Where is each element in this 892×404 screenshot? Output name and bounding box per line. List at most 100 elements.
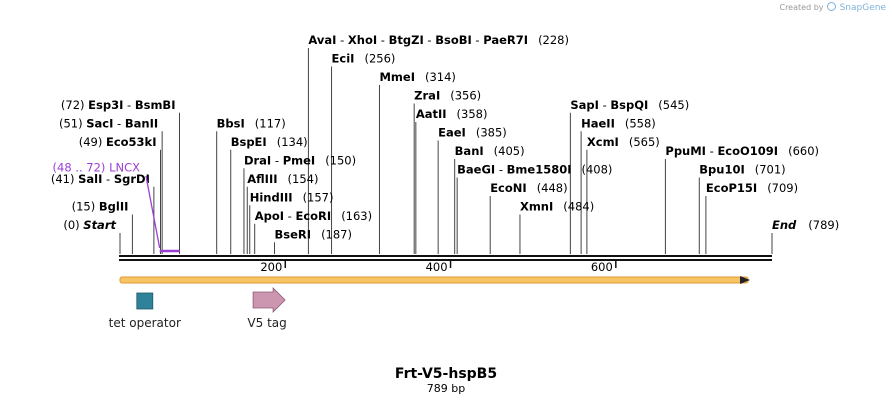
site-name-part: BaeGI <box>457 163 495 177</box>
snapgene-logo-icon <box>827 2 837 11</box>
site-name-part: BanII <box>125 116 158 130</box>
site-position: (134) <box>277 135 308 149</box>
site-name-part: - <box>424 33 435 47</box>
site-label-sali: (41) SalI - SgrDI <box>51 172 150 186</box>
site-name-part: EcoO109I <box>717 144 778 158</box>
site-label-eaei: EaeI (385) <box>438 126 507 140</box>
site-name-part: ZraI <box>414 89 440 103</box>
site-label-afliii: AflIII (154) <box>247 172 318 186</box>
site-position: (558) <box>625 116 656 130</box>
site-name-part: Eco53kI <box>106 135 157 149</box>
site-label-ppumi: PpuMI - EcoO109I (660) <box>665 144 819 158</box>
site-label-bpu10i: Bpu10I (701) <box>699 163 785 177</box>
site-position: (163) <box>341 209 372 223</box>
site-name-part: BglII <box>99 200 129 214</box>
site-name-part: - <box>495 163 506 177</box>
site-label-aatii: AatII (358) <box>416 107 488 121</box>
site-position: (448) <box>537 181 568 195</box>
ruler: 200 400 600 <box>260 260 617 274</box>
site-position: (408) <box>582 163 613 177</box>
site-label-econi: EcoNI (448) <box>490 181 567 195</box>
site-name-part: - <box>377 33 388 47</box>
site-name-part: EaeI <box>438 126 466 140</box>
site-name-part: PaeR7I <box>483 33 528 47</box>
site-position: (187) <box>321 227 352 241</box>
site-label-hindiii: HindIII (157) <box>250 190 334 204</box>
site-name-part: EcoP15I <box>706 181 757 195</box>
site-position: (701) <box>755 163 786 177</box>
site-position: (709) <box>767 181 798 195</box>
site-name-part: - <box>123 98 134 112</box>
site-position: (484) <box>563 200 594 214</box>
site-label-baegi: BaeGI - Bme1580I (408) <box>457 163 612 177</box>
site-name-part: BspEI <box>231 135 267 149</box>
site-label-bbsi: BbsI (117) <box>217 116 286 130</box>
feature-label-v5-tag: V5 tag <box>247 316 286 330</box>
site-name-part: - <box>271 153 282 167</box>
site-position: (150) <box>325 153 356 167</box>
site-name-part: DraI <box>244 153 271 167</box>
site-name-part: BtgZI <box>389 33 424 47</box>
site-name-part: - <box>599 98 610 112</box>
site-name-part: SacI <box>86 116 113 130</box>
site-name-part: AflIII <box>247 172 277 186</box>
site-label-ecop15i: EcoP15I (709) <box>706 181 798 195</box>
site-name-part: XhoI <box>348 33 377 47</box>
site-position: (228) <box>538 33 569 47</box>
site-name-part: EciI <box>332 52 355 66</box>
plasmid-name: Frt-V5-hspB5 <box>395 366 497 382</box>
features: tet operator V5 tag <box>109 287 287 330</box>
site-name-part: ApoI <box>255 209 284 223</box>
plasmid-length: 789 bp <box>427 382 465 395</box>
site-name-part: BspQI <box>610 98 648 112</box>
site-name-part: - <box>472 33 483 47</box>
backbone <box>119 255 772 261</box>
site-label-ecii: EciI (256) <box>332 52 396 66</box>
site-position: (117) <box>255 116 286 130</box>
site-name-part: PmeI <box>283 153 316 167</box>
site-label-esp3i: (72) Esp3I - BsmBI <box>61 98 176 112</box>
orf-arrowhead-icon <box>740 276 750 284</box>
site-position: (660) <box>788 144 819 158</box>
site-name-part: Bme1580I <box>507 163 572 177</box>
site-label-xcmi: XcmI (565) <box>587 135 660 149</box>
site-label-avai: AvaI - XhoI - BtgZI - BsoBI - PaeR7I (228… <box>308 33 569 47</box>
site-position: (72) <box>61 98 88 112</box>
site-label-mmei: MmeI (314) <box>379 70 455 84</box>
site-name-part: BsmBI <box>135 98 176 112</box>
site-label-bani: BanI (405) <box>455 144 525 158</box>
lncx-range: (48 .. 72) <box>53 161 110 175</box>
site-name-part: - <box>102 172 113 186</box>
end-position: (789) <box>808 218 839 232</box>
site-position: (256) <box>364 52 395 66</box>
site-name-part: PpuMI <box>665 144 706 158</box>
site-name-part: SalI <box>78 172 102 186</box>
tet-operator-box <box>136 292 154 310</box>
site-position: (545) <box>658 98 689 112</box>
site-name-part: HindIII <box>250 190 293 204</box>
site-name-part: SapI <box>570 98 599 112</box>
site-label-drai: DraI - PmeI (150) <box>244 153 356 167</box>
site-position: (157) <box>303 190 334 204</box>
site-name-part: Bpu10I <box>699 163 744 177</box>
site-position: (51) <box>59 116 86 130</box>
site-name-part: - <box>336 33 347 47</box>
site-label-sapi: SapI - BspQI (545) <box>570 98 689 112</box>
site-name-part: BbsI <box>217 116 245 130</box>
site-name-part: Start <box>83 218 116 232</box>
site-position: (385) <box>476 126 507 140</box>
credit-brand: SnapGene <box>839 3 886 13</box>
site-name-part: - <box>284 209 295 223</box>
site-name-part: BsoBI <box>435 33 472 47</box>
site-name-part: XcmI <box>587 135 619 149</box>
ruler-label: 200 <box>260 260 282 274</box>
site-name-part: SgrDI <box>114 172 150 186</box>
end-marker: End (789) <box>772 218 839 232</box>
site-position: (405) <box>494 144 525 158</box>
ruler-label: 600 <box>591 260 613 274</box>
site-position: (358) <box>457 107 488 121</box>
snapgene-credit: Created by SnapGene <box>779 2 886 13</box>
cut-site-lines <box>119 48 773 254</box>
site-name-part: XmnI <box>520 200 553 214</box>
